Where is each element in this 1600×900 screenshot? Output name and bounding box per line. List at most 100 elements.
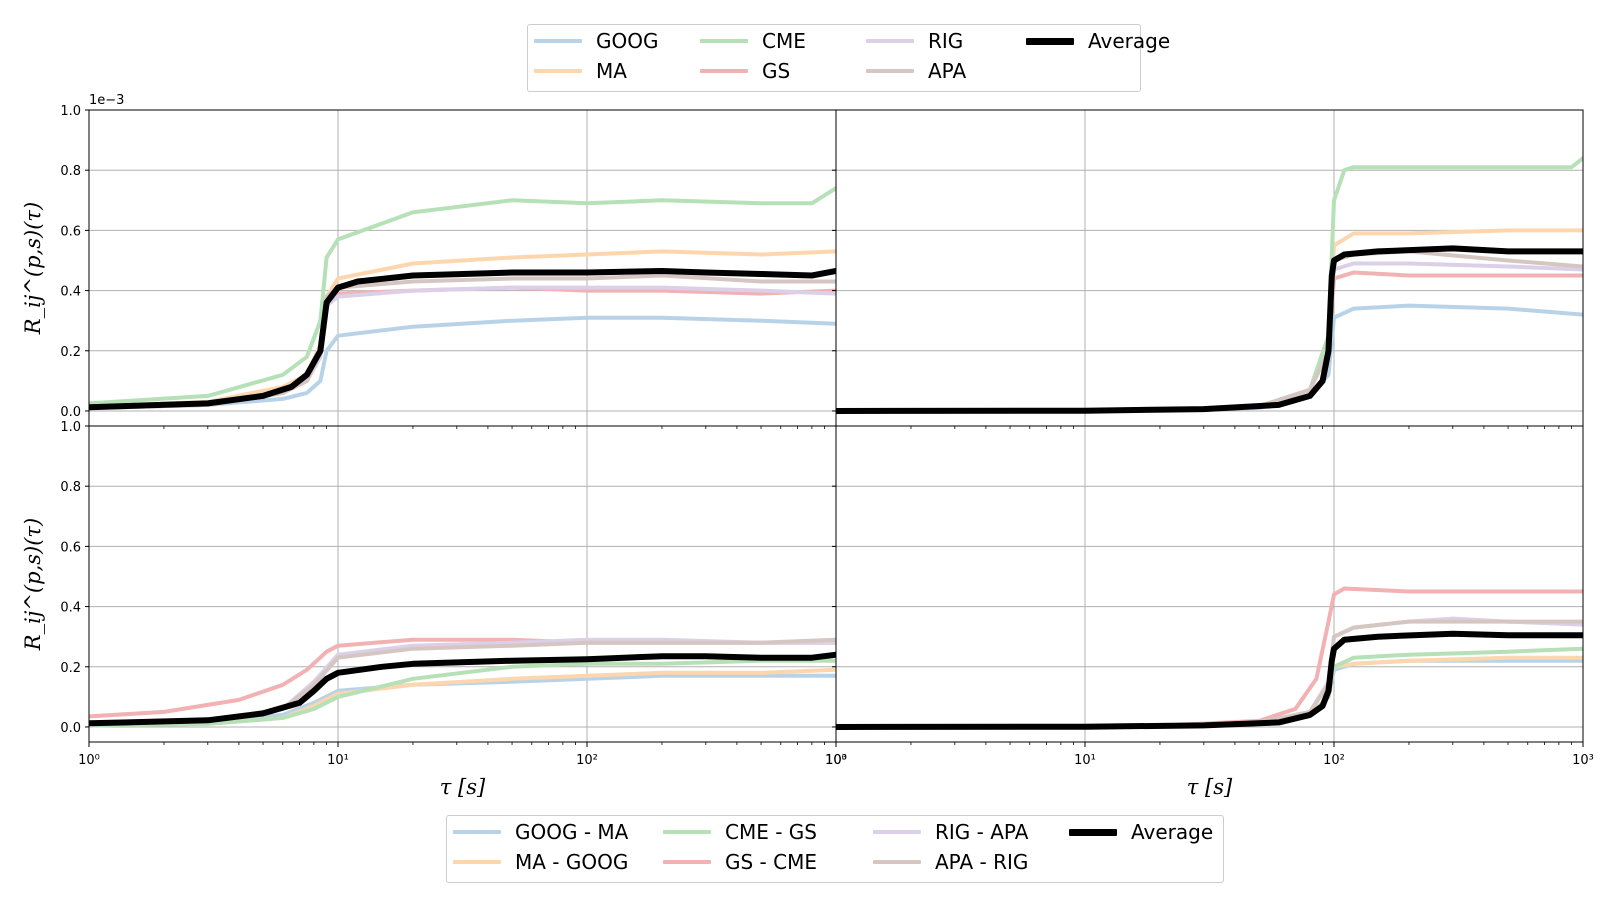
series-line-gs xyxy=(836,270,1583,413)
legend-label: Average xyxy=(1131,820,1214,844)
legend-swatch xyxy=(1069,828,1117,836)
legend-entry-top: MA xyxy=(534,59,627,83)
tick-label-x: 10² xyxy=(1323,753,1345,768)
panel-frame xyxy=(835,425,1584,743)
legend-entry-top: APA xyxy=(866,59,966,83)
y-axis-label: R_ij^(p,s)(τ) xyxy=(21,518,45,651)
legend-entry-bottom: Average xyxy=(1069,820,1213,844)
tick-label-y: 0.2 xyxy=(60,345,81,360)
tick-label-x: 10² xyxy=(576,753,598,768)
series-line-apa xyxy=(89,273,836,410)
legend-swatch xyxy=(663,860,711,864)
legend-swatch xyxy=(534,39,582,43)
series-line-cme xyxy=(89,186,836,406)
scale-note: 1e−3 xyxy=(89,93,124,108)
tick-label-y: 0.8 xyxy=(60,480,81,495)
legend-swatch xyxy=(873,830,921,834)
legend-swatch xyxy=(663,830,711,834)
panel-top-left: 0.0 0.2 0.4 0.6 0.8 1.0 1e−3 R_ij^(p,s)(τ) xyxy=(21,93,837,431)
series-line-average xyxy=(836,630,1583,730)
legend-swatch xyxy=(453,860,501,864)
legend-swatch xyxy=(866,69,914,73)
legend-label: RIG - APA xyxy=(935,820,1029,844)
legend-entry-top: CME xyxy=(700,29,806,53)
series-line-goog xyxy=(836,303,1583,413)
panel-bottom-left: 0.0 0.2 0.4 0.6 0.8 1.0 10⁰ 10¹ 10² 10³ R_ij^(p,s)… xyxy=(21,420,847,799)
tick-label-x: 10³ xyxy=(825,753,847,768)
tick-label-y: 0.6 xyxy=(60,224,81,239)
legend-label: APA xyxy=(928,59,967,83)
legend-top: GOOG MA CME GS RIG APA Average xyxy=(527,24,1170,92)
series-line-rig xyxy=(836,261,1583,413)
tick-label-y: 0.8 xyxy=(60,164,81,179)
x-axis-label: τ [s] xyxy=(1187,775,1233,799)
legend-swatch xyxy=(453,830,501,834)
legend-label: RIG xyxy=(928,29,964,53)
tick-label-y: 0.6 xyxy=(60,540,81,555)
legend-label: GS xyxy=(762,59,791,83)
legend-swatch xyxy=(1026,37,1074,45)
legend-label: GS - CME xyxy=(725,850,817,874)
series-group xyxy=(836,156,1583,414)
tick-label-y: 1.0 xyxy=(60,420,81,435)
legend-label: Average xyxy=(1088,29,1171,53)
legend-entry-bottom: CME - GS xyxy=(663,820,817,844)
series-line-goog xyxy=(89,315,836,410)
tick-label-y: 0.4 xyxy=(60,285,81,300)
legend-label: APA - RIG xyxy=(935,850,1029,874)
panel-frame xyxy=(88,425,837,743)
series-line-cme-gs xyxy=(89,658,836,728)
x-axis-label: τ [s] xyxy=(440,775,486,799)
series-group xyxy=(89,186,836,411)
legend-label: CME - GS xyxy=(725,820,817,844)
y-axis-label: R_ij^(p,s)(τ) xyxy=(21,202,45,335)
tick-label-y: 0.2 xyxy=(60,661,81,676)
legend-label: MA xyxy=(596,59,627,83)
legend-entry-top: GS xyxy=(700,59,790,83)
tick-label-x: 10³ xyxy=(1572,753,1594,768)
series-line-average xyxy=(89,268,836,411)
series-line-apa-rig xyxy=(836,619,1583,729)
legend-swatch xyxy=(700,69,748,73)
tick-label-y: 0.4 xyxy=(60,601,81,616)
series-line-ma-goog xyxy=(89,667,836,728)
tick-label-x: 10⁰ xyxy=(825,753,847,768)
tick-label-x: 10¹ xyxy=(327,753,349,768)
panel-frame xyxy=(88,109,837,427)
legend-swatch xyxy=(873,860,921,864)
tick-label-x: 10⁰ xyxy=(78,753,100,768)
panel-top-right xyxy=(832,109,1584,431)
legend-bottom: GOOG - MA MA - GOOG CME - GS GS - CME RIG - … xyxy=(446,815,1224,883)
legend-swatch xyxy=(700,39,748,43)
legend-swatch xyxy=(866,39,914,43)
legend-entry-top: GOOG xyxy=(534,29,658,53)
series-line-rig xyxy=(89,285,836,410)
legend-entry-bottom: MA - GOOG xyxy=(453,850,628,874)
tick-label-y: 0.0 xyxy=(60,405,81,420)
series-group xyxy=(836,586,1583,730)
series-line-average xyxy=(836,245,1583,414)
series-group xyxy=(89,637,836,728)
legend-swatch xyxy=(534,69,582,73)
legend-entry-bottom: RIG - APA xyxy=(873,820,1028,844)
series-line-gs-cme xyxy=(89,637,836,719)
series-line-average xyxy=(89,651,836,727)
legend-label: CME xyxy=(762,29,806,53)
legend-label: GOOG xyxy=(596,29,659,53)
tick-label-y: 1.0 xyxy=(60,104,81,119)
tick-label-x: 10¹ xyxy=(1074,753,1096,768)
legend-entry-bottom: APA - RIG xyxy=(873,850,1028,874)
panel-bottom-right: 10⁰ 10¹ 10² 10³ τ [s] xyxy=(825,425,1594,799)
legend-entry-top: Average xyxy=(1026,29,1170,53)
series-line-ma-goog xyxy=(836,655,1583,729)
legend-entry-bottom: GOOG - MA xyxy=(453,820,628,844)
series-line-cme xyxy=(836,156,1583,413)
legend-entry-bottom: GS - CME xyxy=(663,850,817,874)
legend-label: GOOG - MA xyxy=(515,820,629,844)
tick-label-y: 0.0 xyxy=(60,721,81,736)
legend-entry-top: RIG xyxy=(866,29,963,53)
series-line-goog-ma xyxy=(836,658,1583,729)
series-line-gs xyxy=(89,285,836,410)
panel-frame xyxy=(835,109,1584,427)
